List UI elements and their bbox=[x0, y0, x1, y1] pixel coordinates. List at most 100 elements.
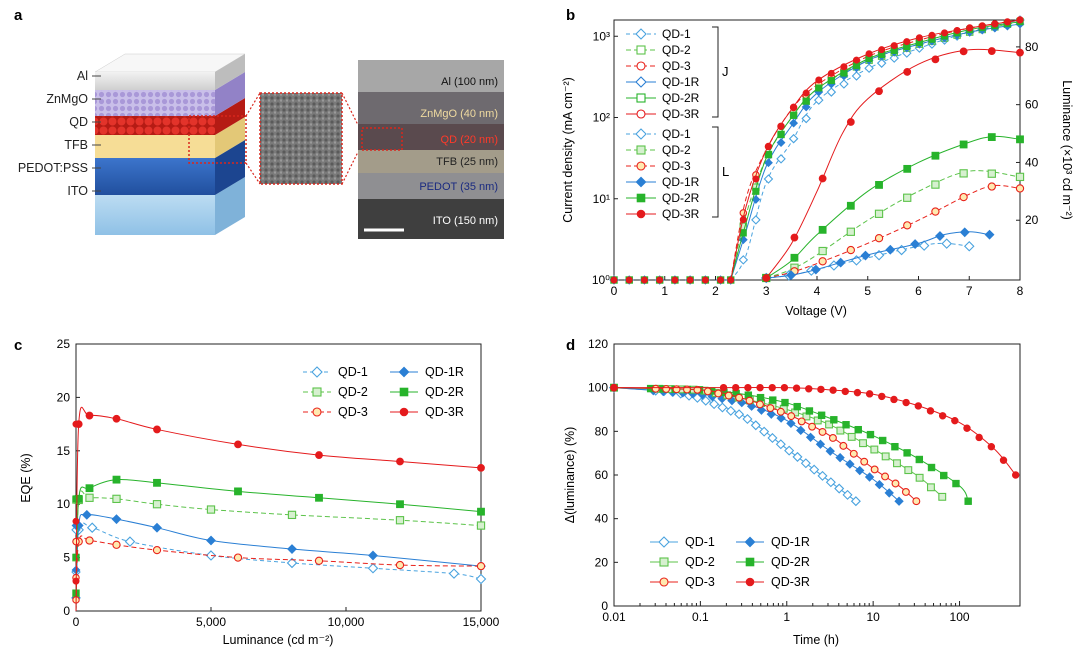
data-point bbox=[205, 550, 217, 561]
legend-marker bbox=[636, 209, 646, 219]
data-point bbox=[233, 553, 243, 562]
series-line bbox=[75, 522, 482, 612]
series-j-qd-3 bbox=[726, 16, 1024, 284]
data-point bbox=[859, 439, 867, 448]
data-point bbox=[775, 439, 786, 450]
tem-layer-labels: Al (100 nm) ZnMgO (40 nm) QD (20 nm) TFB… bbox=[419, 76, 498, 227]
data-point bbox=[797, 417, 806, 426]
data-point bbox=[72, 577, 80, 585]
data-point bbox=[85, 484, 94, 493]
data-point bbox=[112, 494, 121, 504]
data-point bbox=[448, 568, 460, 579]
data-point bbox=[835, 452, 845, 463]
data-point bbox=[890, 42, 898, 50]
data-point bbox=[881, 452, 890, 461]
data-point bbox=[864, 63, 874, 73]
data-point bbox=[828, 434, 837, 442]
data-point bbox=[1011, 471, 1020, 479]
legend-bracket bbox=[712, 126, 719, 218]
layer-label: Al bbox=[77, 69, 88, 83]
data-point bbox=[732, 383, 740, 392]
plot-frame bbox=[613, 343, 1021, 607]
baseline-marker bbox=[686, 276, 694, 284]
data-point bbox=[875, 87, 883, 96]
data-point bbox=[854, 425, 862, 434]
data-point bbox=[111, 514, 122, 525]
panel-label-a: a bbox=[14, 7, 23, 24]
y2-tick-label: 20 bbox=[1025, 213, 1039, 227]
data-point bbox=[815, 84, 823, 92]
data-point bbox=[766, 404, 775, 413]
data-point bbox=[764, 142, 772, 150]
data-point bbox=[764, 151, 772, 159]
y-axis-title: EQE (%) bbox=[19, 453, 33, 502]
data-point bbox=[700, 395, 711, 406]
data-point bbox=[793, 402, 801, 411]
data-point bbox=[813, 416, 822, 425]
data-point bbox=[893, 459, 901, 468]
layer-label: TFB bbox=[64, 138, 88, 152]
legend-marker bbox=[659, 577, 669, 587]
series-qd-2r bbox=[72, 475, 485, 612]
data-point bbox=[926, 483, 935, 492]
data-point bbox=[817, 411, 826, 419]
data-point bbox=[885, 244, 896, 255]
data-point bbox=[739, 229, 747, 237]
legend-marker bbox=[636, 93, 646, 103]
data-point bbox=[825, 446, 835, 456]
data-point bbox=[234, 487, 242, 496]
data-point bbox=[396, 500, 404, 509]
data-point bbox=[931, 55, 940, 64]
data-point bbox=[287, 544, 297, 554]
legend-label: QD-3 bbox=[685, 575, 715, 589]
data-point bbox=[915, 473, 924, 482]
x-tick-label: 15,000 bbox=[463, 615, 500, 629]
y-tick-label: 40 bbox=[595, 512, 609, 526]
data-point bbox=[809, 464, 820, 475]
data-point bbox=[817, 385, 825, 394]
x-axis-title: Voltage (V) bbox=[785, 304, 847, 318]
data-point bbox=[818, 257, 827, 266]
data-point bbox=[739, 209, 748, 217]
data-point bbox=[927, 463, 936, 472]
data-point bbox=[912, 497, 921, 506]
data-point bbox=[790, 253, 799, 262]
legend-label: QD-1 bbox=[685, 535, 715, 549]
data-point bbox=[891, 442, 899, 451]
data-point bbox=[764, 158, 773, 168]
y-tick-label: 0 bbox=[601, 599, 608, 613]
data-point bbox=[959, 140, 968, 149]
data-point bbox=[830, 416, 838, 424]
x-tick-label: 1 bbox=[661, 284, 668, 298]
legend-bracket bbox=[712, 26, 719, 118]
series-qd-3r bbox=[72, 406, 485, 612]
data-point bbox=[874, 479, 885, 490]
series-j-qd-2r bbox=[727, 18, 1024, 284]
data-point bbox=[152, 522, 162, 533]
data-point bbox=[742, 413, 753, 425]
baseline-marker bbox=[671, 276, 679, 284]
legend-label: QD-3 bbox=[338, 405, 368, 419]
y-tick-label: 120 bbox=[588, 337, 608, 351]
data-point bbox=[287, 510, 297, 520]
data-point bbox=[776, 154, 786, 164]
legend-label: QD-2R bbox=[425, 385, 464, 399]
data-point bbox=[769, 396, 777, 404]
x-tick-label: 1 bbox=[783, 610, 790, 624]
data-point bbox=[926, 407, 935, 415]
data-point bbox=[890, 395, 898, 404]
data-point bbox=[738, 235, 748, 245]
data-point bbox=[744, 383, 752, 392]
data-point bbox=[112, 414, 121, 423]
series-line bbox=[765, 48, 1021, 279]
data-point bbox=[315, 451, 323, 459]
data-point bbox=[987, 182, 996, 191]
legend-marker bbox=[636, 61, 646, 71]
layer-label: PEDOT:PSS bbox=[18, 161, 88, 175]
y-tick-label: 15 bbox=[57, 444, 71, 458]
series-qd-3r bbox=[610, 383, 1020, 479]
data-point bbox=[852, 56, 860, 64]
data-point bbox=[840, 63, 848, 71]
data-point bbox=[477, 463, 485, 472]
data-point bbox=[875, 181, 883, 189]
